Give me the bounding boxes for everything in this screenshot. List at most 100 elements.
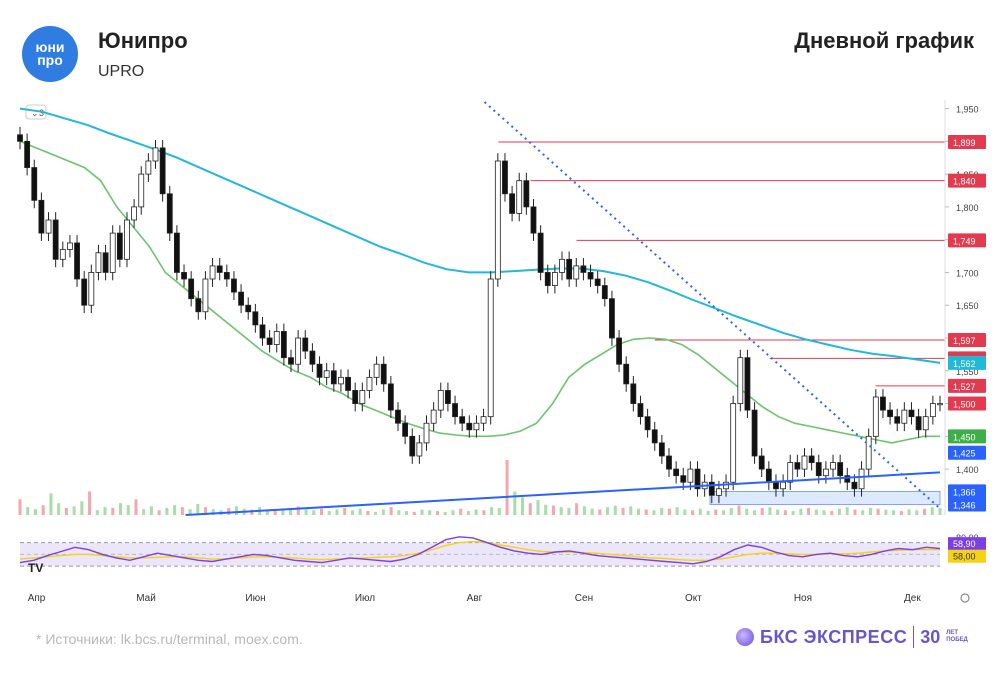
candle-body [566,258,573,280]
price-tick-label: 1,700 [956,268,979,278]
volume-bar [907,509,911,515]
candle-body [716,488,722,496]
volume-bar [428,510,432,515]
candle-body [459,416,466,424]
candle-body [808,455,815,463]
volume-bar [513,491,517,515]
candle-body [901,409,908,424]
volume-bar [837,508,841,515]
volume-bar [667,508,671,515]
candle-body [644,416,651,431]
candle-body [523,180,530,208]
volume-bar [575,503,579,515]
ticker: UPRO [98,63,145,80]
x-tick-label: Сен [575,593,593,604]
candle-body [166,193,173,234]
ma200-line [19,107,941,364]
rsi-line [19,536,941,565]
candle-body [837,462,844,477]
years-caption-2: ПОБЕД [946,637,968,643]
candle-body [751,409,758,457]
volume-bar [134,499,138,515]
volume-bar [157,510,161,515]
price-badge-label: 1,450 [953,432,976,442]
candle-body [259,324,266,339]
volume-bar [196,504,200,515]
candle-body [630,383,637,404]
volume-bar [451,510,455,515]
rsi-badge [948,537,986,551]
price-tick-label: 1,550 [956,367,979,377]
company-name: Юнипро [98,28,188,53]
candle-body [173,232,180,273]
candle-body [109,232,116,273]
volume-bar [435,511,439,515]
candle-body [551,272,558,286]
candle-body [908,409,915,418]
volume-bar [884,509,888,515]
candle-body [694,468,701,490]
resistance-badge [948,378,986,393]
volume-bar [327,511,331,515]
candle-body [430,409,437,424]
volume-bar [760,507,764,515]
volume-bar [490,507,494,515]
candle-body [445,390,451,404]
volume-bar [536,500,540,515]
volume-bar [497,507,501,515]
volume-bar [551,505,555,515]
volume-bar [412,511,416,515]
price-badge-label: 1,425 [953,449,976,459]
volume-bar [783,510,787,515]
volume-bar [312,510,316,515]
price-badge [948,429,986,444]
volume-bar [675,507,679,515]
volume-bar [211,509,215,515]
ma50-line [19,140,940,444]
volume-bar [397,510,401,515]
volume-bar [660,507,664,515]
resistance-badge [948,173,986,188]
volume-bar [590,508,594,515]
candle-body [851,481,858,490]
candle-body [637,403,644,418]
candle-body [288,357,294,365]
volume-bar [374,511,378,515]
price-chart: ⌄ 3 1,9501,9001,8501,8001,7501,7001,6501… [17,100,986,604]
resistance-badge-label: 1,899 [953,138,976,148]
resistance-badge-label: 1,527 [953,382,976,392]
candle-body [922,416,929,431]
candle-body [580,265,587,273]
candle-body [159,147,166,195]
candle-body [651,429,658,444]
candle-body [844,475,851,483]
bks-brand: БКС ЭКСПРЕСС 30 ЛЕТ ПОБЕД [736,626,968,648]
candle-body [744,357,751,411]
volume-bar [521,497,525,515]
volume-bar [621,507,625,515]
volume-bar [729,507,733,515]
support-zone [709,490,941,505]
candle-body [238,291,244,306]
volume-bar [420,509,424,515]
candle-body [102,252,109,273]
settings-icon[interactable] [960,593,970,603]
volume-bar [876,508,880,515]
volume-bar [41,505,45,515]
volume-bar [358,508,362,515]
candle-body [915,416,922,431]
volume-bar [142,509,146,515]
volume-bar [474,509,478,515]
bks-brand-text: БКС ЭКСПРЕСС [760,626,908,647]
volume-bar [350,510,354,515]
candle-body [773,481,779,490]
volume-bar [227,507,231,515]
candle-body [309,350,316,365]
volume-bar [505,460,509,515]
x-tick-label: Окт [685,593,702,604]
candle-body [209,265,216,280]
volume-bar [683,509,687,515]
volume-bar [899,511,903,515]
candle-body [509,193,515,214]
uptrend-line [185,471,941,516]
